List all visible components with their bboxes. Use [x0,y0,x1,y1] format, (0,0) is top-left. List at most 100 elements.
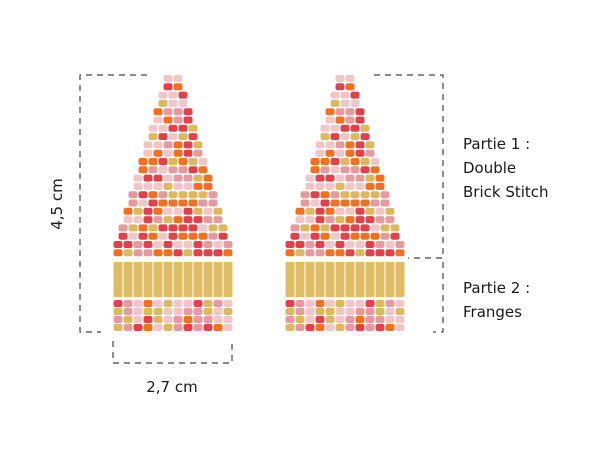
bead [390,224,400,232]
part2-bracket [433,262,444,333]
fringe-bar [335,262,345,297]
fringe-bead [325,308,335,315]
bead [188,224,198,232]
width-label: 2,7 cm [146,378,198,396]
bead [123,207,133,215]
bead [168,199,178,207]
bead [355,241,365,248]
fringe-bead [173,308,183,315]
bead [193,182,203,190]
bead [305,174,315,182]
bead [310,224,320,232]
fringe-bead [385,308,395,315]
bead [310,232,320,240]
bead [208,191,218,199]
bead [163,182,173,190]
fringe-bead [395,324,405,331]
bead [345,174,355,182]
fringe-bead [345,308,355,315]
part1-line3: Brick Stitch [463,183,549,201]
fringe-bead [143,308,153,315]
fringe-bar [163,262,173,297]
bead [133,241,143,248]
bead [325,108,335,116]
bead [370,232,380,240]
fringe-bead [153,324,163,331]
bead [173,75,183,82]
bead [345,116,355,124]
fringe-bar [113,262,123,297]
fringe-bead [183,308,193,315]
bead [123,216,133,224]
bead [173,216,183,224]
bead [128,199,138,207]
bead [340,133,350,141]
fringe-bead [305,308,315,315]
fringe-bead [365,324,375,331]
bead [213,249,223,257]
part1-label: Partie 1 : Double Brick Stitch [463,132,549,204]
fringe-bead [143,316,153,323]
bead [188,124,198,132]
bead [168,158,178,165]
bead [350,91,360,99]
bead [310,158,320,165]
fringe-bead [203,308,213,315]
bead [365,207,375,215]
fringe-bead [315,316,325,323]
bead [193,241,203,248]
bead [208,232,218,240]
bead [153,241,163,248]
fringe-bead [305,324,315,331]
bead [193,174,203,182]
bead [375,216,385,224]
bead [133,216,143,224]
fringe-bead [173,300,183,307]
fringe-bead [113,324,123,331]
bead [330,99,340,107]
bead [365,141,375,149]
fringe-bead [375,316,385,323]
bead [168,191,178,199]
left-earring [113,75,233,331]
bead [158,124,168,132]
fringe-bead [163,316,173,323]
bead [178,224,188,232]
bead [203,182,213,190]
fringe-bead [375,308,385,315]
bead [173,241,183,248]
bead [330,133,340,141]
bead [173,249,183,257]
dimension-lines [79,74,444,364]
bead [320,166,330,174]
fringe-bead [173,324,183,331]
bead [153,116,163,124]
bead [330,191,340,199]
bead [335,116,345,124]
bead [178,91,188,99]
part2-title: Partie 2 : [463,279,531,297]
bead [315,249,325,257]
bead [295,249,305,257]
fringe-bar [203,262,213,297]
fringe-bar [123,262,133,297]
fringe-bar [375,262,385,297]
bead [355,249,365,257]
bead [335,83,345,91]
bead [148,224,158,232]
bead [123,241,133,248]
bead [345,207,355,215]
bead [208,224,218,232]
bead [340,224,350,232]
bead [365,249,375,257]
bead [143,141,153,149]
bead [168,166,178,174]
bead [335,241,345,248]
bead [345,141,355,149]
bead [340,191,350,199]
bead [183,116,193,124]
bead [183,249,193,257]
bead [133,174,143,182]
bead [355,108,365,116]
bead [153,141,163,149]
